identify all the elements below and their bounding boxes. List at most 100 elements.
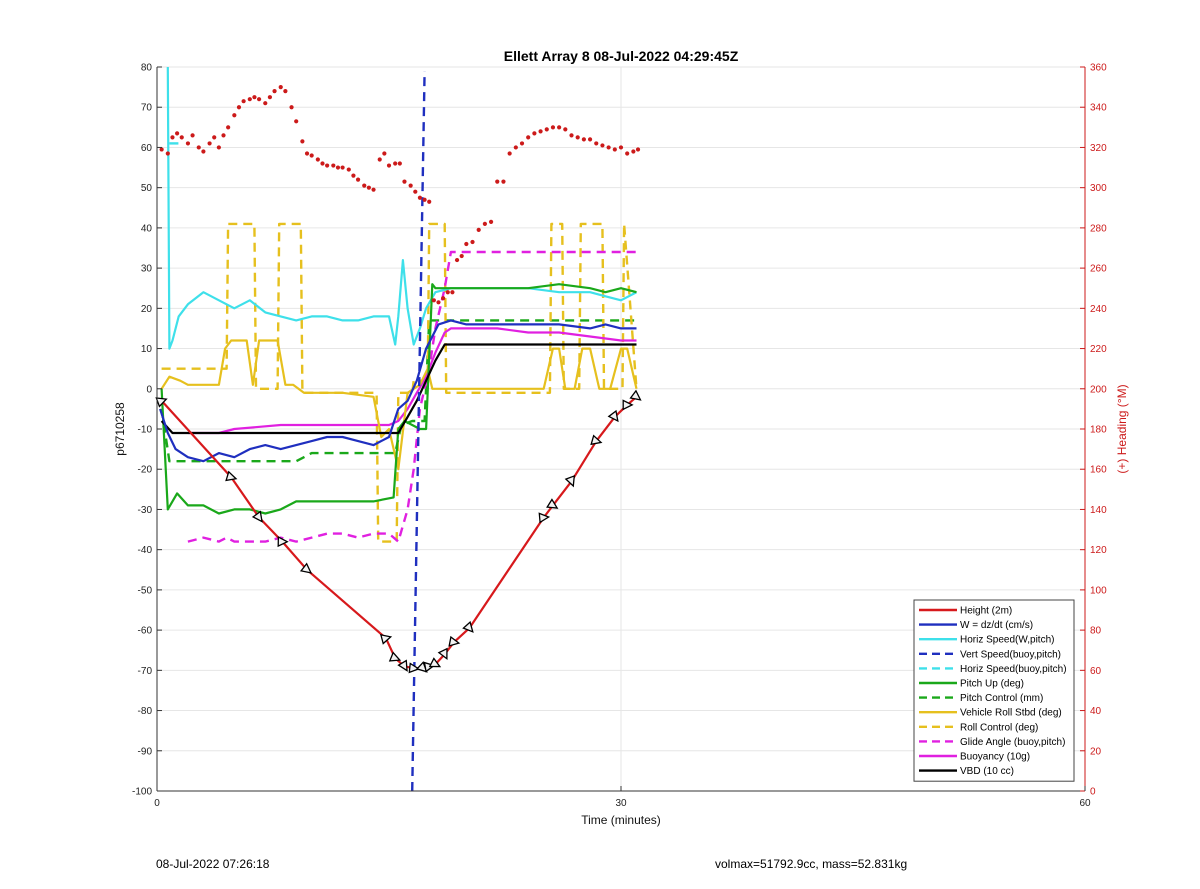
y2-tick-label: 220 xyxy=(1090,344,1107,355)
height-marker xyxy=(546,498,559,509)
marker-layer xyxy=(155,85,642,674)
height-marker xyxy=(538,512,551,524)
height-marker xyxy=(225,470,238,482)
y-tick-label: -60 xyxy=(138,626,153,637)
heading-point xyxy=(550,125,556,130)
legend-label: Glide Angle (buoy,pitch) xyxy=(960,737,1065,748)
heading-point xyxy=(441,296,446,301)
heading-point xyxy=(201,149,206,154)
heading-point xyxy=(606,145,611,150)
height-marker xyxy=(397,659,408,672)
x-tick-label: 30 xyxy=(615,798,627,809)
y-tick-label: -50 xyxy=(138,585,153,596)
legend-label: Vehicle Roll Stbd (deg) xyxy=(960,708,1062,719)
y2-tick-label: 120 xyxy=(1090,545,1107,556)
heading-point xyxy=(445,290,450,295)
x-axis-label: Time (minutes) xyxy=(581,813,661,827)
heading-point xyxy=(294,119,299,124)
y-tick-label: 70 xyxy=(141,103,153,114)
heading-point xyxy=(459,253,464,259)
heading-point xyxy=(207,141,212,146)
y2-tick-label: 240 xyxy=(1090,304,1107,315)
y2-tick-label: 360 xyxy=(1090,63,1107,74)
height-marker xyxy=(428,657,442,668)
heading-point xyxy=(346,167,351,172)
height-marker xyxy=(564,474,576,488)
heading-point xyxy=(221,133,226,138)
y-tick-label: -20 xyxy=(138,465,153,476)
heading-point xyxy=(325,163,330,168)
heading-point xyxy=(408,183,413,188)
legend-label: Vert Speed(buoy,pitch) xyxy=(960,649,1061,660)
heading-point xyxy=(371,187,376,192)
heading-point xyxy=(422,197,427,202)
heading-point xyxy=(355,177,361,182)
heading-point xyxy=(581,137,586,142)
y2-tick-label: 100 xyxy=(1090,585,1107,596)
series-line-pitch-up-deg xyxy=(160,283,637,515)
heading-point xyxy=(272,89,277,94)
heading-point xyxy=(397,161,402,166)
heading-point xyxy=(519,141,525,146)
heading-point xyxy=(226,125,231,130)
height-marker xyxy=(437,647,448,661)
series-line-buoyancy-10g xyxy=(187,327,637,435)
heading-point xyxy=(366,185,371,190)
heading-point xyxy=(563,127,568,132)
heading-point xyxy=(340,165,345,170)
heading-point xyxy=(212,135,217,140)
heading-point xyxy=(431,298,436,303)
y-tick-label: 40 xyxy=(141,223,153,234)
y2-tick-label: 60 xyxy=(1090,666,1102,677)
chart-title: Ellett Array 8 08-Jul-2022 04:29:45Z xyxy=(504,48,739,64)
heading-point xyxy=(196,145,201,150)
heading-point xyxy=(544,127,549,132)
y-tick-label: -100 xyxy=(132,787,152,798)
heading-point xyxy=(320,161,325,166)
heading-point xyxy=(283,89,288,94)
heading-point xyxy=(278,85,283,90)
heading-point xyxy=(507,151,512,156)
legend-label: Horiz Speed(W,pitch) xyxy=(960,635,1054,646)
heading-point xyxy=(309,153,314,158)
y2-tick-label: 140 xyxy=(1090,505,1107,516)
y2-tick-label: 20 xyxy=(1090,746,1102,757)
y2-tick-label: 320 xyxy=(1090,143,1107,154)
axes: 80706050403020100-10-20-30-40-50-60-70-8… xyxy=(132,63,1107,810)
legend-label: Height (2m) xyxy=(960,606,1012,617)
heading-point xyxy=(482,221,487,226)
y2-tick-label: 180 xyxy=(1090,425,1107,436)
heading-point xyxy=(185,141,191,146)
heading-point xyxy=(631,149,636,154)
heading-point xyxy=(232,113,237,118)
heading-point xyxy=(557,125,562,130)
heading-point xyxy=(216,145,221,150)
height-marker xyxy=(607,409,619,423)
height-marker xyxy=(277,535,289,548)
heading-point xyxy=(532,131,537,136)
y2-tick-label: 300 xyxy=(1090,183,1107,194)
y-tick-label: -70 xyxy=(138,666,153,677)
heading-point xyxy=(587,137,593,142)
y2-tick-label: 0 xyxy=(1090,787,1096,798)
y2-tick-label: 280 xyxy=(1090,223,1107,234)
heading-point xyxy=(575,135,580,140)
heading-point xyxy=(417,195,423,200)
heading-point xyxy=(618,145,624,150)
heading-point xyxy=(165,151,170,156)
heading-point xyxy=(470,239,475,245)
heading-point xyxy=(635,147,641,152)
heading-point xyxy=(256,97,262,102)
heading-point xyxy=(236,105,242,110)
legend-label: Horiz Speed(buoy,pitch) xyxy=(960,664,1067,675)
series-line-pitch-control-mm xyxy=(160,319,637,463)
heading-point xyxy=(315,157,320,162)
series-layer xyxy=(159,66,638,792)
y2-axis-label: (+) Heading (°M) xyxy=(1115,384,1129,473)
heading-point xyxy=(335,165,341,170)
height-marker xyxy=(462,620,474,633)
x-tick-label: 0 xyxy=(154,798,160,809)
footer-date: 08-Jul-2022 07:26:18 xyxy=(156,857,270,871)
y-tick-label: 0 xyxy=(146,384,152,395)
